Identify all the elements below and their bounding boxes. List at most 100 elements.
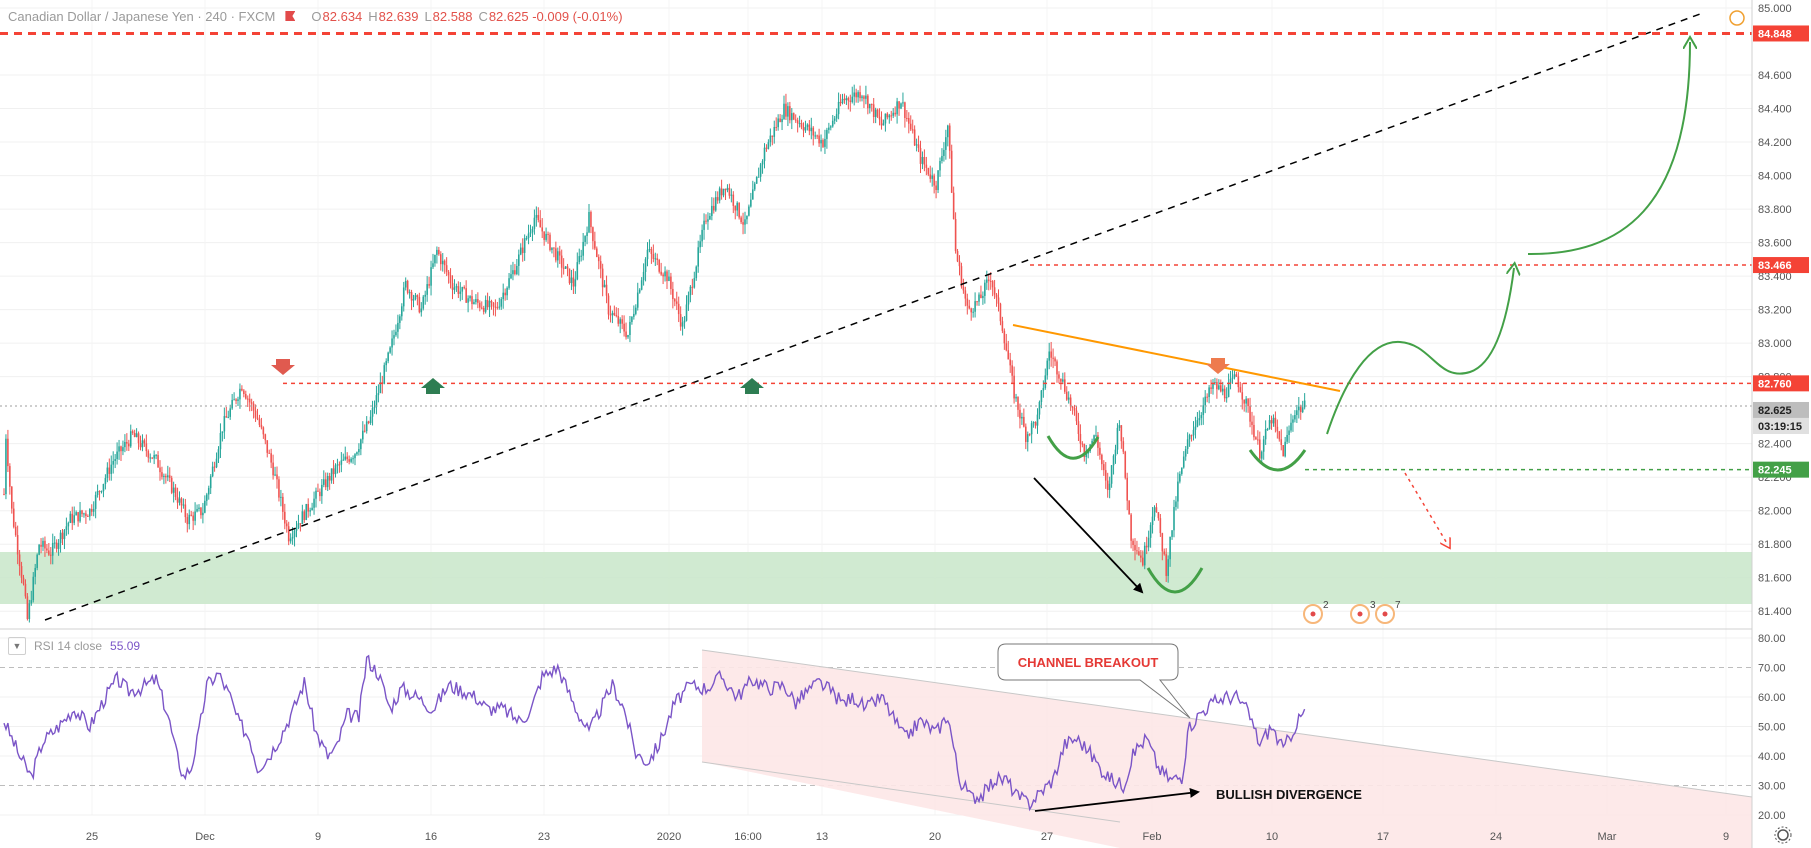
candle-body — [833, 118, 836, 121]
candle-body — [1274, 417, 1277, 427]
candle-body — [1056, 361, 1058, 375]
right-shoulder-curve — [1248, 449, 1307, 472]
candle-body — [1204, 396, 1206, 406]
candle-body — [332, 468, 335, 475]
candle-body — [1112, 455, 1115, 466]
price-tick-label: 81.800 — [1758, 539, 1792, 551]
candle-body — [393, 335, 395, 339]
candle-body — [492, 302, 495, 307]
candle-body — [991, 281, 994, 288]
candle-body — [430, 267, 432, 286]
candle-body — [683, 320, 686, 323]
candle-body — [1165, 554, 1167, 576]
candle-body — [960, 266, 963, 287]
candle-body — [767, 142, 770, 149]
candle-body — [1075, 410, 1078, 422]
flag-icon[interactable] — [285, 11, 296, 21]
candle-body — [438, 249, 440, 255]
candle-body — [545, 233, 547, 240]
candle-body — [631, 316, 633, 322]
candle-body — [1030, 423, 1033, 435]
candle-body — [110, 464, 113, 474]
rsi-axis: 80.00 70.00 60.00 50.00 40.00 30.00 20.00 — [1758, 633, 1786, 822]
candle-body — [510, 274, 512, 279]
candle-body — [457, 286, 460, 294]
candle-body — [1132, 540, 1134, 545]
candle-body — [1212, 382, 1214, 389]
candle-body — [1108, 483, 1111, 490]
candle-body — [865, 95, 867, 99]
candle-body — [79, 510, 81, 522]
price-badge-label: 03:19:15 — [1758, 421, 1802, 433]
candle-body — [354, 454, 356, 459]
candle-body — [615, 315, 618, 317]
candle-body — [726, 187, 729, 191]
candle-body — [1032, 422, 1035, 424]
candle-body — [1268, 420, 1271, 430]
candle-body — [956, 251, 959, 262]
candle-body — [328, 476, 331, 481]
candle-body — [451, 283, 454, 290]
candle-body — [53, 542, 56, 544]
candle-body — [248, 398, 251, 403]
candle-body — [980, 294, 982, 299]
candle-body — [30, 600, 33, 604]
candle-body — [849, 100, 852, 102]
candle-body — [623, 323, 625, 332]
rsi-tick-label: 40.00 — [1758, 751, 1786, 763]
candle-body — [28, 603, 31, 619]
sell-arrow-marker — [271, 359, 295, 375]
candle-body — [163, 475, 165, 477]
symbol-title[interactable]: Canadian Dollar / Japanese Yen · 240 · F… — [8, 8, 276, 24]
settings-gear-icon[interactable] — [1774, 826, 1792, 844]
candle-body — [151, 457, 153, 459]
candle-body — [607, 295, 610, 315]
candle-body — [330, 468, 333, 481]
candle-body — [469, 296, 471, 299]
candle-body — [434, 254, 436, 264]
candle-body — [701, 229, 703, 242]
candle-body — [670, 276, 672, 289]
candle-body — [982, 295, 984, 299]
candle-body — [584, 236, 586, 242]
candle-body — [1124, 451, 1127, 478]
candle-body — [921, 156, 924, 164]
candle-body — [802, 127, 805, 131]
candle-body — [155, 455, 157, 457]
price-badge — [1753, 461, 1809, 478]
candle-body — [535, 214, 538, 218]
candle-body — [412, 298, 415, 301]
candle-body — [1186, 439, 1189, 450]
candle-body — [496, 307, 499, 309]
candle-body — [250, 402, 253, 404]
candle-body — [401, 306, 403, 317]
candle-body — [1159, 518, 1162, 534]
projected-path-up — [1326, 268, 1514, 435]
descending-resistance-line — [1012, 324, 1341, 392]
price-tick-label: 83.200 — [1758, 305, 1792, 317]
candle-body — [1149, 525, 1152, 538]
candle-body — [902, 102, 904, 104]
candle-body — [1253, 424, 1255, 438]
candle-body — [1136, 550, 1138, 552]
candle-body — [1210, 387, 1212, 389]
candle-body — [326, 476, 329, 488]
chevron-down-icon[interactable]: ▼ — [8, 637, 26, 655]
candle-body — [118, 446, 120, 452]
candle-body — [806, 124, 809, 127]
candle-body — [1058, 374, 1060, 379]
price-tick-label: 82.400 — [1758, 439, 1792, 451]
candle-body — [278, 479, 280, 498]
candle-body — [794, 119, 797, 121]
candle-body — [911, 129, 914, 131]
candle-body — [1081, 443, 1084, 445]
candle-body — [114, 459, 116, 461]
candle-body — [564, 266, 567, 269]
candle-body — [1005, 343, 1008, 351]
candle-body — [636, 292, 639, 308]
candle-body — [467, 298, 469, 303]
candle-body — [1259, 439, 1261, 459]
support-zone — [0, 552, 1752, 604]
candle-body — [640, 280, 643, 290]
